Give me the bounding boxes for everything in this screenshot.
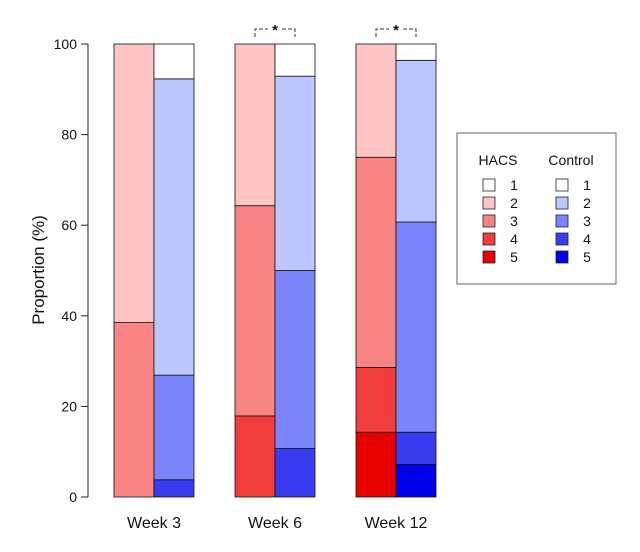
y-axis: 0 20 40 60 80 100 — [54, 36, 89, 505]
y-tick-label: 80 — [61, 127, 77, 143]
legend-label-hacs-1: 1 — [510, 177, 518, 193]
legend-swatch-control-2 — [555, 196, 569, 210]
bar-segment-control-week-3-level-4 — [153, 479, 195, 498]
bar-segment-hacs-week-12-level-3 — [355, 156, 397, 368]
bar-segment-control-week-3-level-3 — [153, 374, 195, 481]
x-tick-label: Week 6 — [248, 515, 302, 532]
legend-label-control-3: 3 — [583, 213, 591, 229]
bar-segment-control-week-12-level-3 — [395, 221, 437, 433]
bar-segment-hacs-week-12-level-2 — [355, 43, 397, 158]
legend-swatch-hacs-5 — [482, 250, 496, 264]
x-tick-label: Week 3 — [127, 515, 181, 532]
significance-star: * — [393, 22, 399, 39]
legend-label-hacs-5: 5 — [510, 249, 518, 265]
bar-segment-control-week-12-level-4 — [395, 431, 437, 465]
legend-swatch-hacs-1 — [482, 178, 496, 192]
significance-bracket — [375, 28, 417, 37]
significance-star: * — [272, 22, 278, 39]
y-tick-label: 60 — [61, 217, 77, 233]
bar-segment-control-week-3-level-2 — [153, 78, 195, 376]
significance-brackets: * * — [254, 22, 417, 39]
bar-segment-hacs-week-12-level-4 — [355, 367, 397, 433]
legend-title-control: Control — [548, 152, 593, 168]
legend-swatch-control-1 — [555, 178, 569, 192]
legend-swatch-control-5 — [555, 250, 569, 264]
bar-segment-hacs-week-12-level-5 — [355, 431, 397, 498]
bar-segment-control-week-12-level-1 — [395, 43, 437, 61]
bar-segment-hacs-week-6-level-4 — [234, 415, 276, 498]
y-tick-label: 100 — [54, 36, 78, 52]
bars — [113, 43, 437, 498]
legend-swatch-control-4 — [555, 232, 569, 246]
bar-segment-control-week-12-level-5 — [395, 463, 437, 498]
bar-segment-hacs-week-6-level-3 — [234, 205, 276, 417]
bar-segment-control-week-6-level-1 — [274, 43, 316, 77]
legend: HACS Control 1 1 2 2 3 3 4 4 5 5 — [456, 132, 617, 285]
legend-label-control-4: 4 — [583, 231, 591, 247]
x-tick-label: Week 12 — [365, 515, 428, 532]
legend-label-hacs-4: 4 — [510, 231, 518, 247]
bar-segment-hacs-week-3-level-2 — [113, 43, 155, 323]
legend-label-control-1: 1 — [583, 177, 591, 193]
y-axis-label: Proportion (%) — [29, 215, 48, 325]
legend-label-control-2: 2 — [583, 195, 591, 211]
bar-segment-control-week-12-level-2 — [395, 59, 437, 223]
y-tick-label: 0 — [69, 489, 77, 505]
bar-segment-hacs-week-3-level-3 — [113, 322, 155, 498]
y-tick-label: 40 — [61, 308, 77, 324]
legend-title-hacs: HACS — [479, 152, 518, 168]
legend-swatch-control-3 — [555, 214, 569, 228]
significance-bracket — [254, 28, 296, 37]
bar-segment-control-week-3-level-1 — [153, 43, 195, 80]
x-axis-labels: Week 3 Week 6 Week 12 — [127, 515, 428, 532]
bar-segment-control-week-6-level-2 — [274, 75, 316, 271]
legend-swatch-hacs-3 — [482, 214, 496, 228]
legend-label-hacs-3: 3 — [510, 213, 518, 229]
bar-segment-control-week-6-level-3 — [274, 270, 316, 449]
y-tick-label: 20 — [61, 398, 77, 414]
legend-swatch-hacs-2 — [482, 196, 496, 210]
legend-label-control-5: 5 — [583, 249, 591, 265]
legend-swatch-hacs-4 — [482, 232, 496, 246]
legend-items: 1 1 2 2 3 3 4 4 5 5 — [482, 177, 591, 265]
bar-segment-hacs-week-6-level-2 — [234, 43, 276, 207]
bar-segment-control-week-6-level-4 — [274, 448, 316, 498]
legend-label-hacs-2: 2 — [510, 195, 518, 211]
